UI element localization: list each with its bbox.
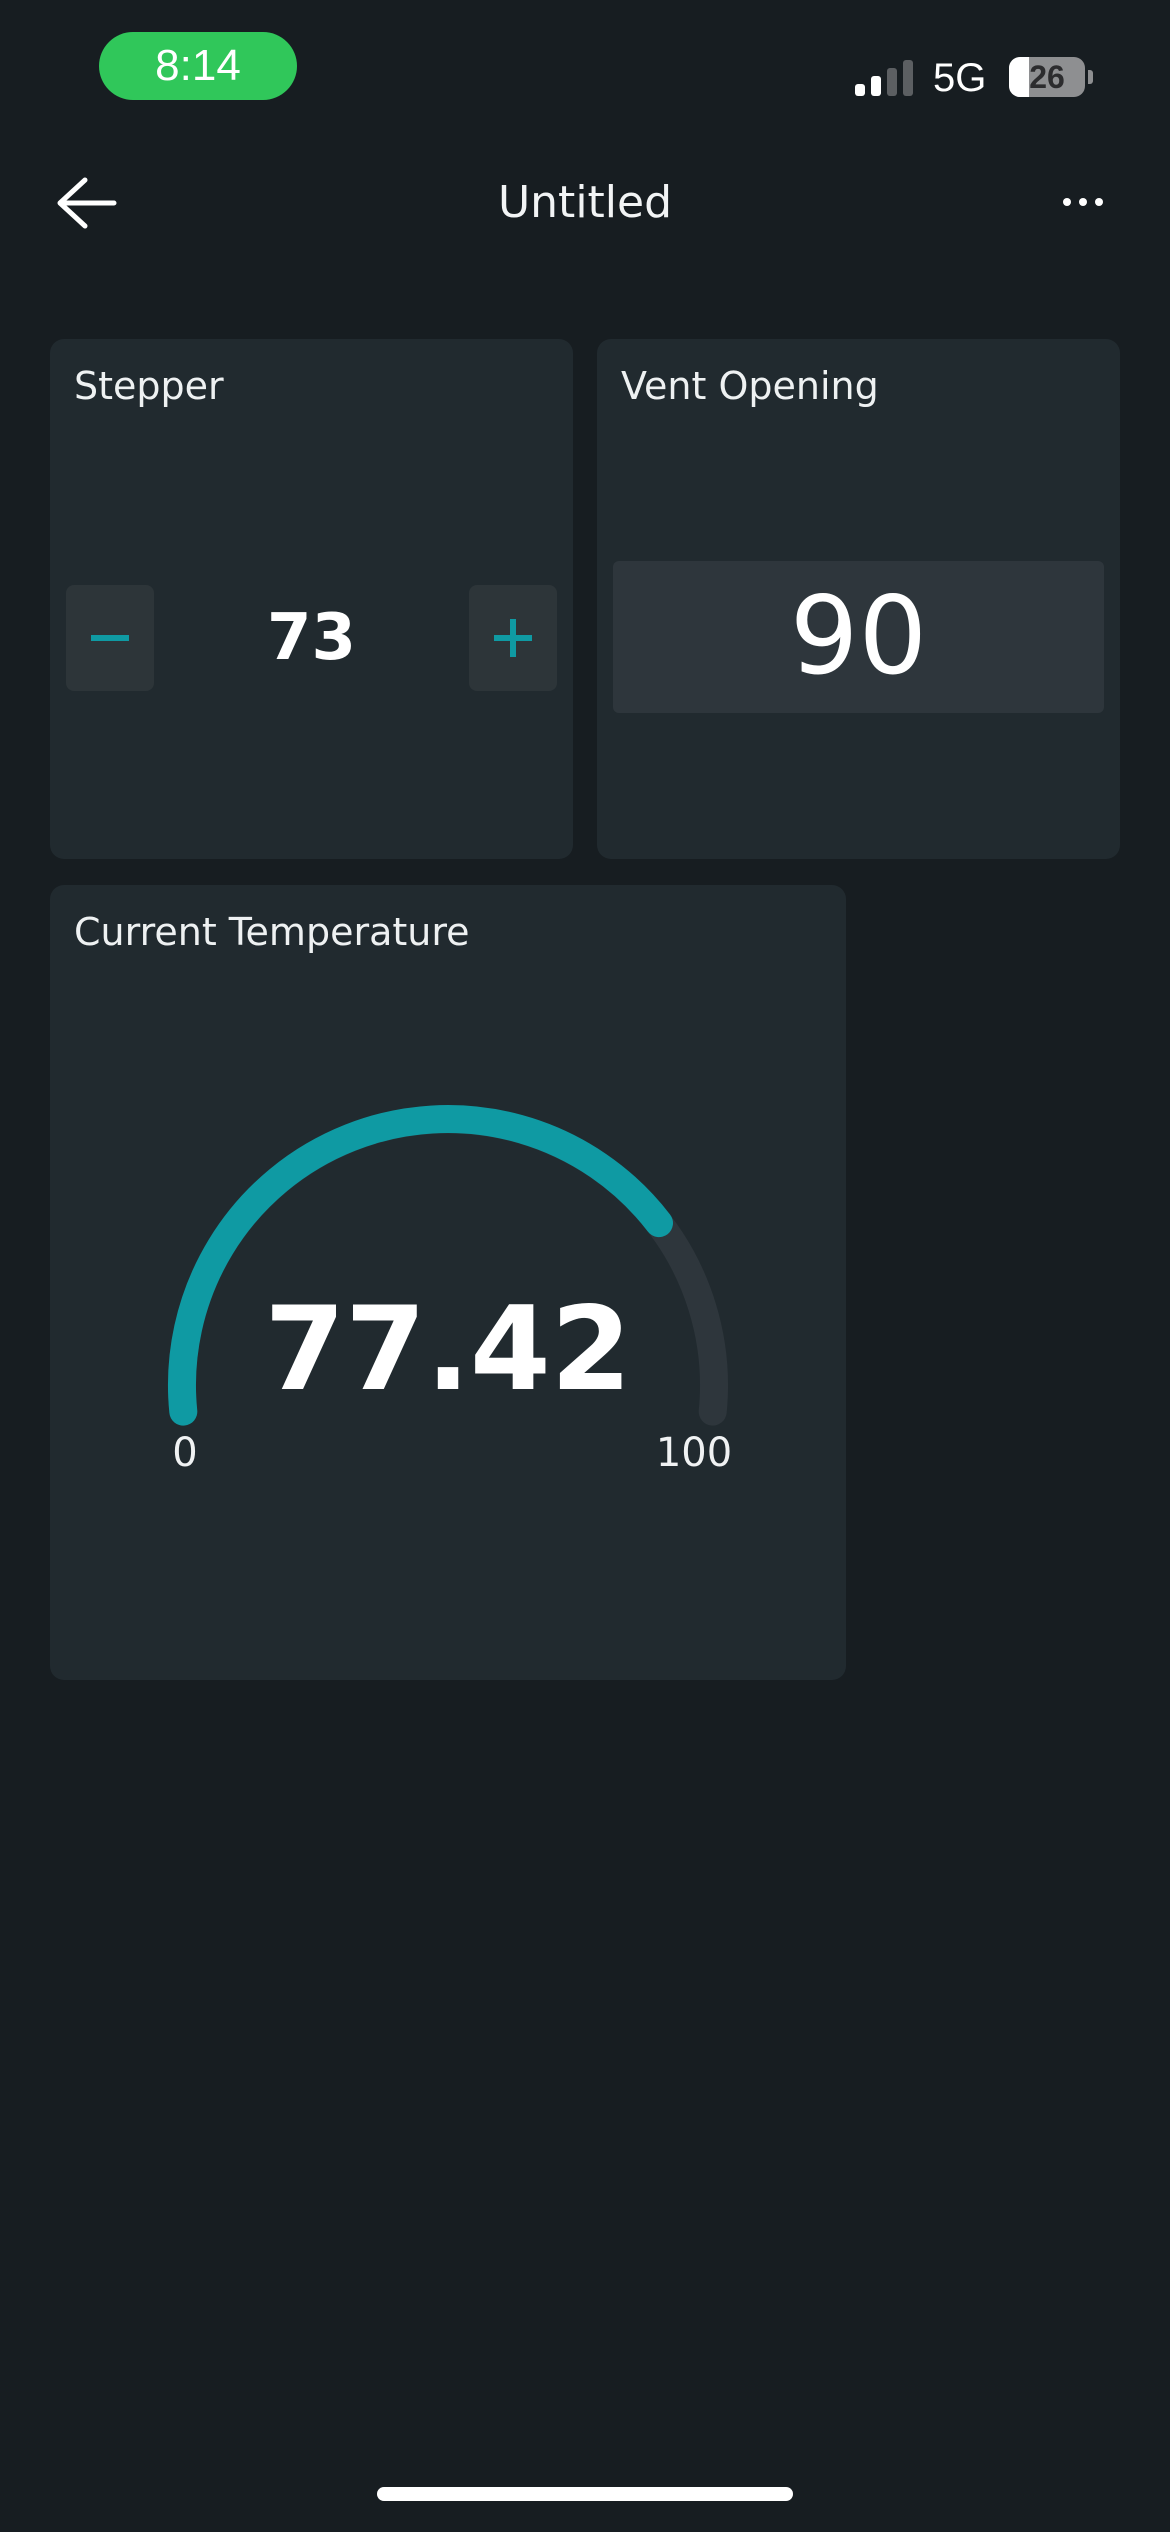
cellular-signal-icon [855, 60, 915, 96]
vent-opening-widget: Vent Opening 90 [597, 339, 1120, 859]
vent-opening-title: Vent Opening [621, 364, 879, 408]
battery-percent: 26 [1029, 59, 1065, 95]
temperature-title: Current Temperature [74, 910, 470, 954]
gauge-min-label: 0 [172, 1430, 198, 1476]
battery-fill [1009, 57, 1029, 97]
back-button[interactable] [52, 170, 122, 236]
gauge-max-label: 100 [655, 1430, 733, 1476]
stepper-value: 73 [266, 601, 357, 675]
arrow-left-icon [57, 177, 117, 229]
battery-tip [1088, 70, 1093, 84]
plus-icon [494, 619, 532, 657]
stepper-title: Stepper [74, 364, 224, 408]
minus-icon [91, 635, 129, 641]
temperature-gauge [167, 1105, 728, 1426]
temperature-gauge-widget: Current Temperature 77.42 0 100 [50, 885, 846, 1680]
page-title: Untitled [497, 177, 673, 228]
temperature-value: 77.42 [264, 1282, 632, 1417]
stepper-increment-button[interactable] [469, 585, 557, 691]
home-indicator[interactable] [377, 2487, 793, 2501]
more-button[interactable] [1055, 180, 1111, 224]
network-type: 5G [933, 56, 987, 100]
more-horizontal-icon [1063, 198, 1103, 206]
status-time: 8:14 [99, 32, 297, 100]
battery-icon: 26 [1009, 57, 1085, 97]
stepper-widget: Stepper 73 [50, 339, 573, 859]
stepper-decrement-button[interactable] [66, 585, 154, 691]
gauge-fill [167, 1105, 673, 1426]
vent-opening-value: 90 [613, 561, 1104, 713]
